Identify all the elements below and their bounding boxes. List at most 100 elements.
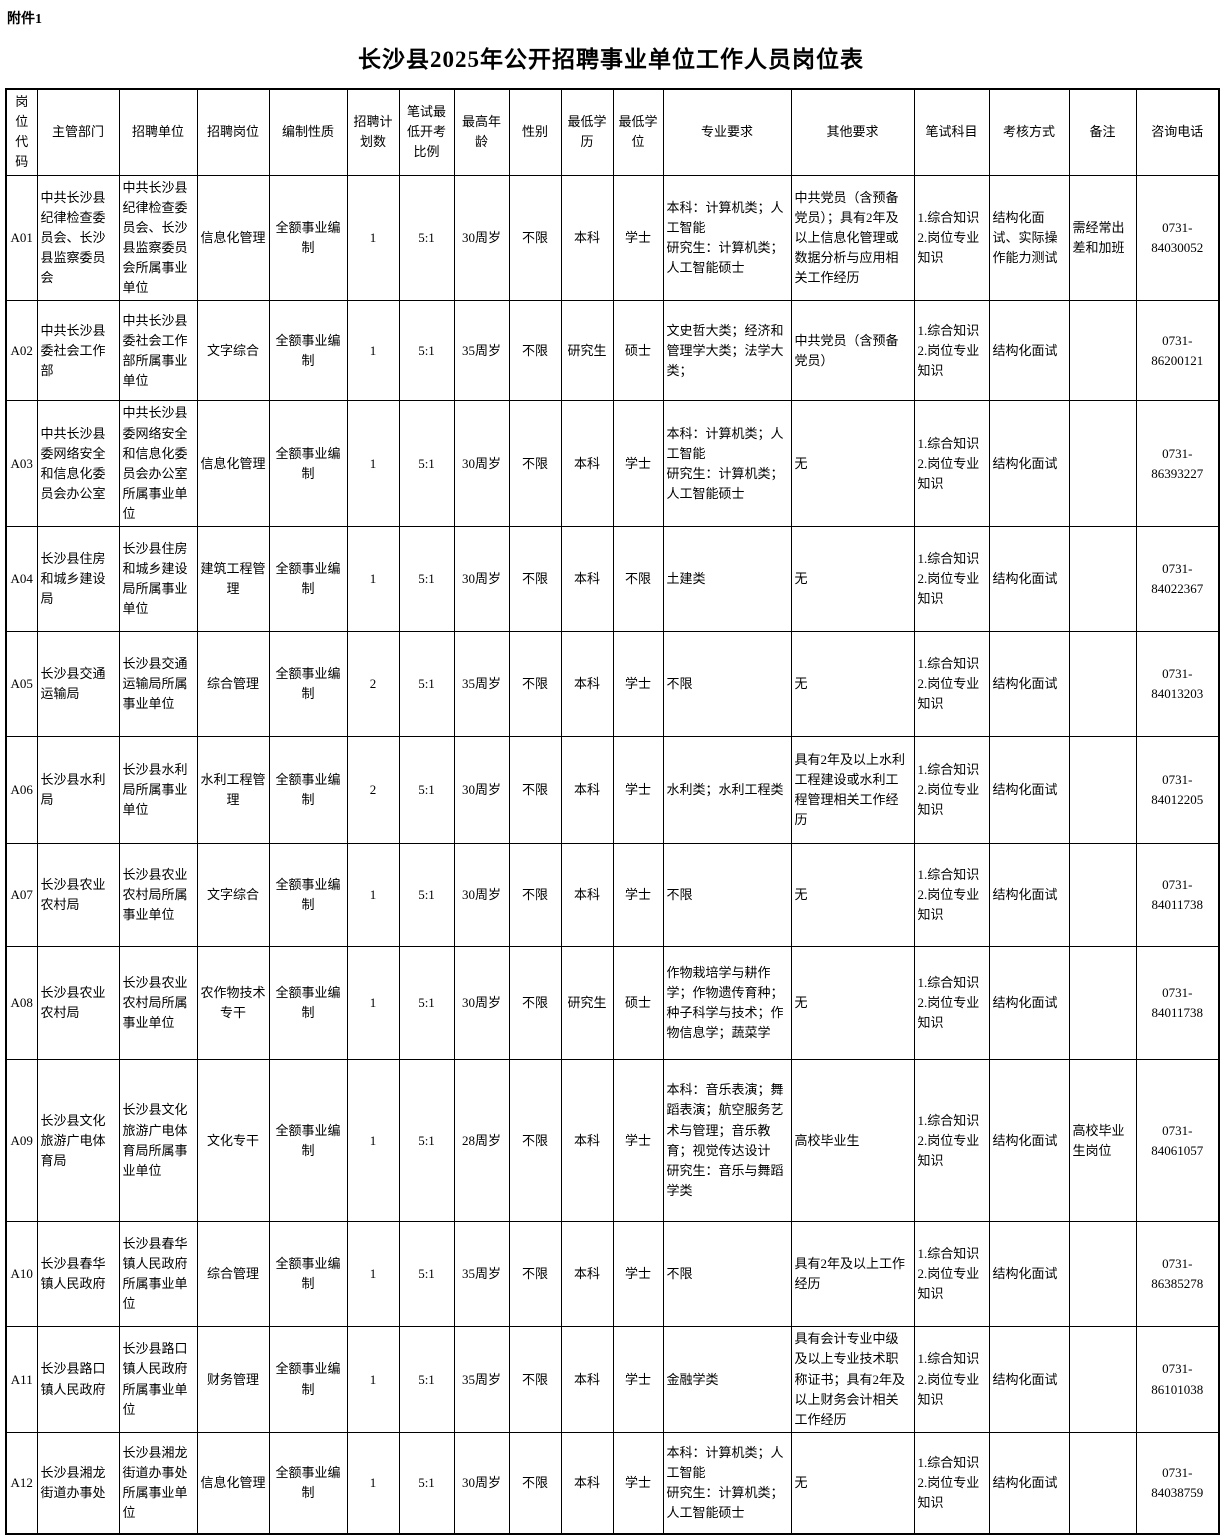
cell-establishment-type: 全额事业编制 <box>268 1326 348 1433</box>
cell-remarks <box>1068 736 1137 845</box>
cell-phone: 0731-84022367 <box>1135 526 1220 633</box>
cell-phone: 0731-84011738 <box>1135 843 1220 948</box>
cell-establishment-type: 全额事业编制 <box>268 1059 348 1223</box>
cell-min-degree: 学士 <box>612 843 664 948</box>
cell-min-education: 本科 <box>560 736 614 845</box>
cell-recruiting-unit: 长沙县住房和城乡建设局所属事业单位 <box>118 526 198 633</box>
cell-max-age: 35周岁 <box>453 300 510 402</box>
col-header-gender: 性别 <box>508 88 562 176</box>
cell-position-title: 文化专干 <box>196 1059 270 1223</box>
cell-max-age: 35周岁 <box>453 1221 510 1328</box>
cell-recruiting-unit: 长沙县路口镇人民政府所属事业单位 <box>118 1326 198 1433</box>
cell-position-title: 水利工程管理 <box>196 736 270 845</box>
cell-phone: 0731-84061057 <box>1135 1059 1220 1223</box>
cell-exam-ratio: 5:1 <box>398 526 455 633</box>
cell-planned-count: 1 <box>346 843 400 948</box>
table-row: A01 中共长沙县纪律检查委员会、长沙县监察委员会 中共长沙县纪律检查委员会、长沙县… <box>5 174 1220 302</box>
cell-gender: 不限 <box>508 1221 562 1328</box>
cell-exam-ratio: 5:1 <box>398 843 455 948</box>
cell-exam-ratio: 5:1 <box>398 300 455 402</box>
cell-other-requirements: 高校毕业生 <box>790 1059 915 1223</box>
cell-position-code: A05 <box>5 631 38 738</box>
cell-exam-ratio: 5:1 <box>398 1431 455 1535</box>
cell-max-age: 30周岁 <box>453 843 510 948</box>
cell-establishment-type: 全额事业编制 <box>268 946 348 1061</box>
cell-gender: 不限 <box>508 736 562 845</box>
cell-establishment-type: 全额事业编制 <box>268 526 348 633</box>
col-header-recruiting-unit: 招聘单位 <box>118 88 198 176</box>
cell-department: 长沙县农业农村局 <box>36 843 120 948</box>
cell-position-code: A02 <box>5 300 38 402</box>
cell-remarks <box>1068 1326 1137 1433</box>
header-row: 岗位代码 主管部门 招聘单位 招聘岗位 编制性质 招聘计划数 笔试最低开考比例 最高年龄 性别最… <box>5 88 1220 176</box>
table-row: A08 长沙县农业农村局 长沙县农业农村局所属事业单位 农作物技术专干 全额事业编制 1 5… <box>5 946 1220 1061</box>
cell-written-subjects: 1.综合知识 2.岗位专业知识 <box>913 400 990 528</box>
cell-planned-count: 1 <box>346 1059 400 1223</box>
cell-phone: 0731-86393227 <box>1135 400 1220 528</box>
cell-remarks <box>1068 526 1137 633</box>
col-header-establishment-type: 编制性质 <box>268 88 348 176</box>
cell-position-title: 文字综合 <box>196 843 270 948</box>
cell-phone: 0731-86200121 <box>1135 300 1220 402</box>
cell-gender: 不限 <box>508 1059 562 1223</box>
cell-planned-count: 2 <box>346 736 400 845</box>
col-header-assessment-method: 考核方式 <box>988 88 1070 176</box>
cell-other-requirements: 中共党员（含预备党员）；具有2年及以上信息化管理或数据分析与应用相关工作经历 <box>790 174 915 302</box>
cell-planned-count: 1 <box>346 400 400 528</box>
cell-planned-count: 1 <box>346 300 400 402</box>
cell-max-age: 35周岁 <box>453 631 510 738</box>
cell-exam-ratio: 5:1 <box>398 400 455 528</box>
cell-max-age: 30周岁 <box>453 1431 510 1535</box>
col-header-written-subjects: 笔试科目 <box>913 88 990 176</box>
cell-position-title: 信息化管理 <box>196 174 270 302</box>
cell-recruiting-unit: 长沙县农业农村局所属事业单位 <box>118 946 198 1061</box>
cell-other-requirements: 中共党员（含预备党员） <box>790 300 915 402</box>
cell-written-subjects: 1.综合知识 2.岗位专业知识 <box>913 736 990 845</box>
cell-department: 中共长沙县委社会工作部 <box>36 300 120 402</box>
cell-department: 长沙县春华镇人民政府 <box>36 1221 120 1328</box>
cell-major-requirements: 本科：计算机类；人工智能 研究生：计算机类；人工智能硕士 <box>662 400 792 528</box>
cell-min-education: 本科 <box>560 1059 614 1223</box>
cell-major-requirements: 不限 <box>662 843 792 948</box>
cell-other-requirements: 无 <box>790 946 915 1061</box>
cell-exam-ratio: 5:1 <box>398 736 455 845</box>
cell-position-code: A12 <box>5 1431 38 1535</box>
cell-major-requirements: 文史哲大类；经济和管理学大类；法学大类； <box>662 300 792 402</box>
cell-phone: 0731-84030052 <box>1135 174 1220 302</box>
cell-max-age: 30周岁 <box>453 526 510 633</box>
cell-position-title: 财务管理 <box>196 1326 270 1433</box>
cell-gender: 不限 <box>508 946 562 1061</box>
cell-recruiting-unit: 长沙县交通运输局所属事业单位 <box>118 631 198 738</box>
cell-department: 长沙县交通运输局 <box>36 631 120 738</box>
cell-max-age: 30周岁 <box>453 946 510 1061</box>
table-row: A05 长沙县交通运输局 长沙县交通运输局所属事业单位 综合管理 全额事业编制 2 5:1 3… <box>5 631 1220 738</box>
cell-remarks <box>1068 631 1137 738</box>
cell-assessment-method: 结构化面试 <box>988 1431 1070 1535</box>
cell-written-subjects: 1.综合知识 2.岗位专业知识 <box>913 174 990 302</box>
cell-assessment-method: 结构化面试、实际操作能力测试 <box>988 174 1070 302</box>
cell-position-title: 信息化管理 <box>196 400 270 528</box>
table-row: A09 长沙县文化旅游广电体育局 长沙县文化旅游广电体育局所属事业单位 文化专干 全额事… <box>5 1059 1220 1223</box>
cell-min-degree: 学士 <box>612 1059 664 1223</box>
table-row: A11 长沙县路口镇人民政府 长沙县路口镇人民政府所属事业单位 财务管理 全额事业编制 1… <box>5 1326 1220 1433</box>
cell-major-requirements: 不限 <box>662 631 792 738</box>
cell-planned-count: 1 <box>346 1221 400 1328</box>
attachment-label: 附件1 <box>7 12 42 27</box>
cell-recruiting-unit: 长沙县水利局所属事业单位 <box>118 736 198 845</box>
cell-min-education: 本科 <box>560 631 614 738</box>
cell-major-requirements: 本科：计算机类；人工智能 研究生：计算机类；人工智能硕士 <box>662 1431 792 1535</box>
cell-major-requirements: 作物栽培学与耕作学；作物遗传育种；种子科学与技术；作物信息学；蔬菜学 <box>662 946 792 1061</box>
cell-other-requirements: 无 <box>790 526 915 633</box>
cell-assessment-method: 结构化面试 <box>988 400 1070 528</box>
cell-other-requirements: 无 <box>790 400 915 528</box>
cell-max-age: 35周岁 <box>453 1326 510 1433</box>
cell-other-requirements: 具有会计专业中级及以上专业技术职称证书；具有2年及以上财务会计相关工作经历 <box>790 1326 915 1433</box>
cell-assessment-method: 结构化面试 <box>988 300 1070 402</box>
cell-remarks <box>1068 1431 1137 1535</box>
cell-establishment-type: 全额事业编制 <box>268 736 348 845</box>
cell-phone: 0731-84013203 <box>1135 631 1220 738</box>
col-header-remarks: 备注 <box>1068 88 1137 176</box>
cell-major-requirements: 水利类；水利工程类 <box>662 736 792 845</box>
cell-max-age: 30周岁 <box>453 736 510 845</box>
